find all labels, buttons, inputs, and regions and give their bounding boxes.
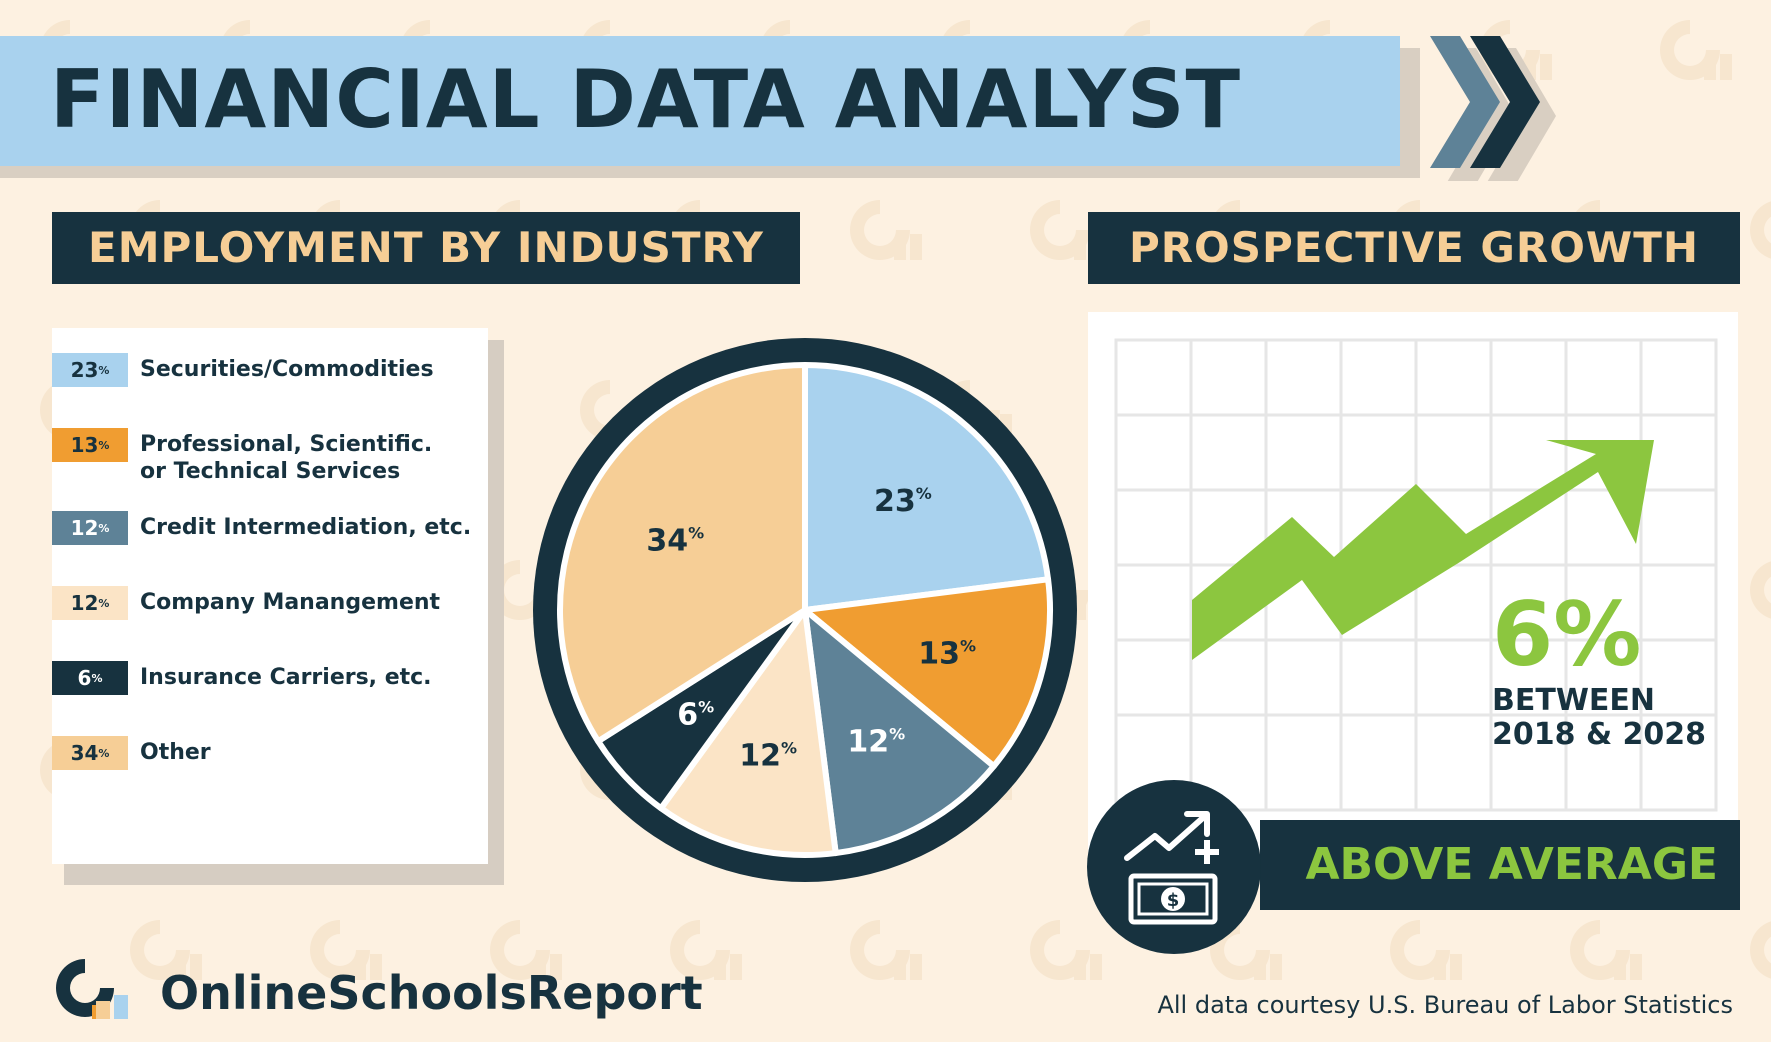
bg-logo-mark — [1750, 561, 1771, 619]
legend-label: Other — [140, 736, 480, 766]
pie-data-label: 23% — [874, 484, 932, 519]
svg-text:$: $ — [1167, 890, 1180, 911]
money-bill-icon: $ — [1128, 873, 1218, 925]
pie-slice — [802, 576, 1053, 770]
plus-icon — [1195, 840, 1219, 864]
data-source: All data courtesy U.S. Bureau of Labor S… — [1157, 991, 1733, 1019]
legend-label-line: Professional, Scientific. — [140, 432, 433, 457]
bg-logo-mark — [850, 200, 922, 260]
title-banner — [0, 36, 1400, 166]
growth-value: 6% — [1492, 583, 1642, 686]
legend-swatch: 34% — [52, 736, 128, 770]
pie-data-label: 12% — [739, 738, 797, 773]
pie-data-label: 12% — [847, 725, 905, 760]
bg-logo-mark — [1390, 920, 1462, 980]
bg-logo-mark — [1660, 20, 1732, 80]
chevron-right-icon — [1430, 36, 1556, 181]
rating-bar: ABOVE AVERAGE — [1260, 820, 1740, 910]
bg-logo-mark — [130, 920, 202, 980]
legend-unit: % — [98, 363, 110, 377]
page-title: FINANCIAL DATA ANALYST — [50, 53, 1242, 146]
pie-slice — [802, 362, 1052, 613]
legend-value: 6 — [77, 666, 92, 690]
legend-item: 23% Securities/Commodities — [52, 353, 480, 387]
growth-header: PROSPECTIVE GROWTH — [1088, 212, 1740, 284]
legend-label: Insurance Carriers, etc. — [140, 661, 480, 691]
trend-up-icon — [1124, 811, 1210, 861]
legend-label-line: Company Manangement — [140, 590, 441, 615]
brand-name: OnlineSchoolsReport — [160, 966, 703, 1020]
growth-caption-line1: BETWEEN — [1492, 683, 1656, 718]
legend: 23% Securities/Commodities 13% Professional… — [52, 328, 488, 864]
legend-label-line: or Technical Services — [140, 459, 401, 484]
pie-data-label: 13% — [918, 636, 976, 671]
legend-swatch: 12% — [52, 586, 128, 620]
legend-swatch: 6% — [52, 661, 128, 695]
pie-slice — [557, 362, 808, 745]
legend-item: 12% Company Manangement — [52, 586, 480, 620]
legend-label-line: Other — [140, 740, 211, 765]
bg-logo-mark — [670, 920, 742, 980]
bg-logo-mark — [310, 920, 382, 980]
legend-swatch: 12% — [52, 511, 128, 545]
legend-label-line: Insurance Carriers, etc. — [140, 665, 432, 690]
legend-label: Securities/Commodities — [140, 353, 480, 383]
bg-logo-mark — [1750, 201, 1771, 259]
bg-logo-mark — [1030, 920, 1102, 980]
brand-logo-icon — [56, 959, 128, 1019]
legend-unit: % — [91, 671, 103, 685]
legend-swatch: 23% — [52, 353, 128, 387]
pie-slice — [657, 607, 839, 858]
legend-label-line: Credit Intermediation, etc. — [140, 515, 472, 540]
bg-logo-mark — [490, 920, 562, 980]
legend-unit: % — [98, 596, 110, 610]
legend-item: 12% Credit Intermediation, etc. — [52, 511, 480, 545]
legend-value: 12 — [70, 591, 99, 615]
bg-logo-mark — [850, 920, 922, 980]
legend-label: Professional, Scientific. or Technical Se… — [140, 428, 480, 485]
legend-label: Credit Intermediation, etc. — [140, 511, 480, 541]
legend-value: 34 — [70, 741, 99, 765]
legend-value: 12 — [70, 516, 99, 540]
pie-data-label: 6% — [677, 698, 714, 733]
legend-item: 34% Other — [52, 736, 480, 770]
money-growth-badge: $ — [1087, 780, 1261, 954]
bg-logo-mark — [1750, 921, 1771, 979]
legend-item: 13% Professional, Scientific. or Technical… — [52, 428, 480, 485]
legend-label: Company Manangement — [140, 586, 480, 616]
employment-header: EMPLOYMENT BY INDUSTRY — [52, 212, 800, 284]
legend-value: 13 — [70, 433, 99, 457]
legend-unit: % — [98, 521, 110, 535]
growth-caption: BETWEEN 2018 & 2028 — [1492, 684, 1706, 752]
trend-arrow-icon — [1192, 440, 1654, 660]
legend-unit: % — [98, 438, 110, 452]
growth-caption-line2: 2018 & 2028 — [1492, 717, 1707, 752]
legend-value: 23 — [70, 358, 99, 382]
legend-label-line: Securities/Commodities — [140, 357, 434, 382]
legend-swatch: 13% — [52, 428, 128, 462]
bg-logo-mark — [1570, 920, 1642, 980]
legend-item: 6% Insurance Carriers, etc. — [52, 661, 480, 695]
pie-data-label: 34% — [646, 524, 704, 559]
pie-slice — [802, 607, 997, 857]
legend-unit: % — [98, 746, 110, 760]
growth-graph — [1114, 338, 1718, 812]
pie-chart: 23% 13% 12% 12% 6% 34% — [533, 338, 1077, 882]
